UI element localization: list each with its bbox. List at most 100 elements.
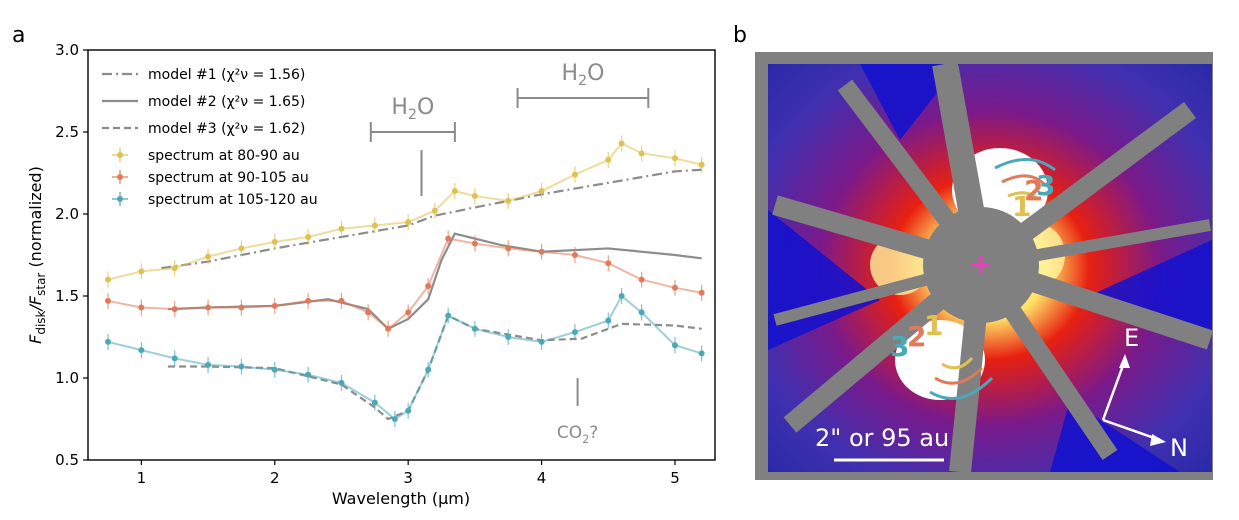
- data-point: [505, 197, 512, 204]
- data-point: [571, 252, 578, 258]
- data-point: [605, 260, 612, 267]
- data-point: [238, 304, 245, 311]
- x-tick-label: 1: [137, 469, 147, 487]
- data-point: [405, 407, 412, 414]
- data-point: [171, 306, 178, 313]
- data-point: [638, 309, 645, 316]
- spectrum-series: [105, 135, 705, 427]
- data-point: [271, 302, 278, 309]
- legend-swatch: [117, 174, 123, 180]
- legend-entry: spectrum at 80-90 au: [148, 148, 300, 164]
- data-point: [138, 347, 145, 354]
- data-point: [571, 329, 578, 336]
- compass-n-label: N: [1170, 434, 1188, 462]
- spectrum-series-1: [105, 135, 705, 288]
- data-point: [445, 235, 452, 242]
- data-point: [451, 188, 458, 195]
- x-tick-label: 3: [403, 469, 413, 487]
- label-3-upper: 3: [1036, 169, 1055, 202]
- x-tick-label: 4: [537, 469, 547, 487]
- legend-entry: spectrum at 90-105 au: [148, 170, 309, 186]
- data-point: [105, 276, 112, 283]
- x-axis-label: Wavelength (μm): [332, 489, 470, 508]
- y-tick-label: 2.5: [55, 123, 79, 141]
- y-tick-label: 2.0: [55, 205, 79, 223]
- spectrum-line: [107, 294, 702, 421]
- data-point: [371, 399, 378, 406]
- data-point: [405, 309, 412, 316]
- data-point: [698, 350, 705, 357]
- annotation-label: H2O: [391, 95, 434, 123]
- y-tick-label: 1.0: [55, 369, 79, 387]
- spectrum-chart: 1 2 3 4 5 0.5 1.0 1.5 2.0 2.5 3.0 H2O H2O CO2? model…: [26, 41, 716, 508]
- label-1-upper: 1: [1012, 190, 1031, 223]
- data-point: [698, 289, 705, 296]
- panel-b-label: b: [733, 23, 747, 48]
- star-marker: [972, 256, 990, 274]
- data-point: [605, 317, 612, 324]
- data-point: [538, 188, 545, 195]
- data-point: [698, 161, 705, 168]
- compass: [1101, 354, 1166, 446]
- legend-entry: model #1 (χ²ν = 1.56): [148, 67, 305, 83]
- data-point: [371, 222, 378, 229]
- data-point: [138, 268, 145, 275]
- annotation-label: H2O: [561, 61, 604, 89]
- data-point: [391, 416, 398, 422]
- legend: model #1 (χ²ν = 1.56) model #2 (χ²ν = 1.6…: [102, 67, 318, 208]
- legend-swatch: [117, 152, 123, 158]
- data-point: [171, 265, 178, 272]
- annotations: H2O H2O CO2?: [369, 61, 650, 446]
- data-point: [138, 304, 145, 311]
- data-point: [471, 240, 478, 247]
- data-point: [271, 366, 278, 373]
- label-3-lower: 3: [890, 330, 909, 363]
- y-tick-label: 0.5: [55, 451, 79, 469]
- data-point: [105, 338, 112, 345]
- y-tick-label: 1.5: [55, 287, 79, 305]
- y-axis-label: Fdisk/Fstar (normalized): [26, 166, 48, 344]
- data-point: [445, 312, 452, 319]
- data-point: [205, 253, 212, 260]
- data-point: [638, 276, 645, 283]
- spectrum-line: [107, 237, 702, 331]
- label-2-lower: 2: [907, 320, 926, 353]
- data-point: [271, 238, 278, 245]
- data-point: [305, 371, 312, 378]
- compass-e-label: E: [1124, 324, 1139, 352]
- x-tick-label: 5: [670, 469, 680, 487]
- legend-swatch: [117, 196, 123, 202]
- data-point: [505, 245, 512, 252]
- data-point: [671, 284, 678, 291]
- data-point: [171, 355, 178, 362]
- spectrum-series-3: [105, 288, 705, 427]
- plot-frame: [87, 49, 716, 461]
- data-point: [671, 342, 678, 349]
- data-point: [105, 297, 112, 304]
- data-point: [425, 283, 432, 290]
- legend-entry: spectrum at 105-120 au: [148, 192, 318, 208]
- data-point: [505, 334, 512, 340]
- data-point: [638, 150, 645, 157]
- data-point: [471, 192, 478, 199]
- data-point: [405, 219, 412, 226]
- data-point: [338, 379, 345, 386]
- disk-image-panel: 1 2 3 1 2 3 E N 2" or 95 au: [755, 52, 1214, 480]
- data-point: [338, 225, 345, 232]
- label-2-upper: 2: [1024, 174, 1043, 207]
- data-point: [238, 363, 245, 370]
- panel-a-label: a: [12, 23, 25, 48]
- data-point: [671, 155, 678, 162]
- data-point: [385, 325, 392, 332]
- x-tick-label: 2: [270, 469, 280, 487]
- aperture-number-labels: 1 2 3 1 2 3: [890, 169, 1055, 363]
- data-point: [205, 304, 212, 311]
- data-point: [471, 325, 478, 332]
- label-1-lower: 1: [924, 309, 943, 342]
- data-point: [538, 338, 545, 345]
- extraction-apertures: [929, 158, 1056, 400]
- y-tick-label: 3.0: [55, 41, 79, 59]
- data-point: [205, 361, 212, 368]
- data-point: [365, 309, 372, 316]
